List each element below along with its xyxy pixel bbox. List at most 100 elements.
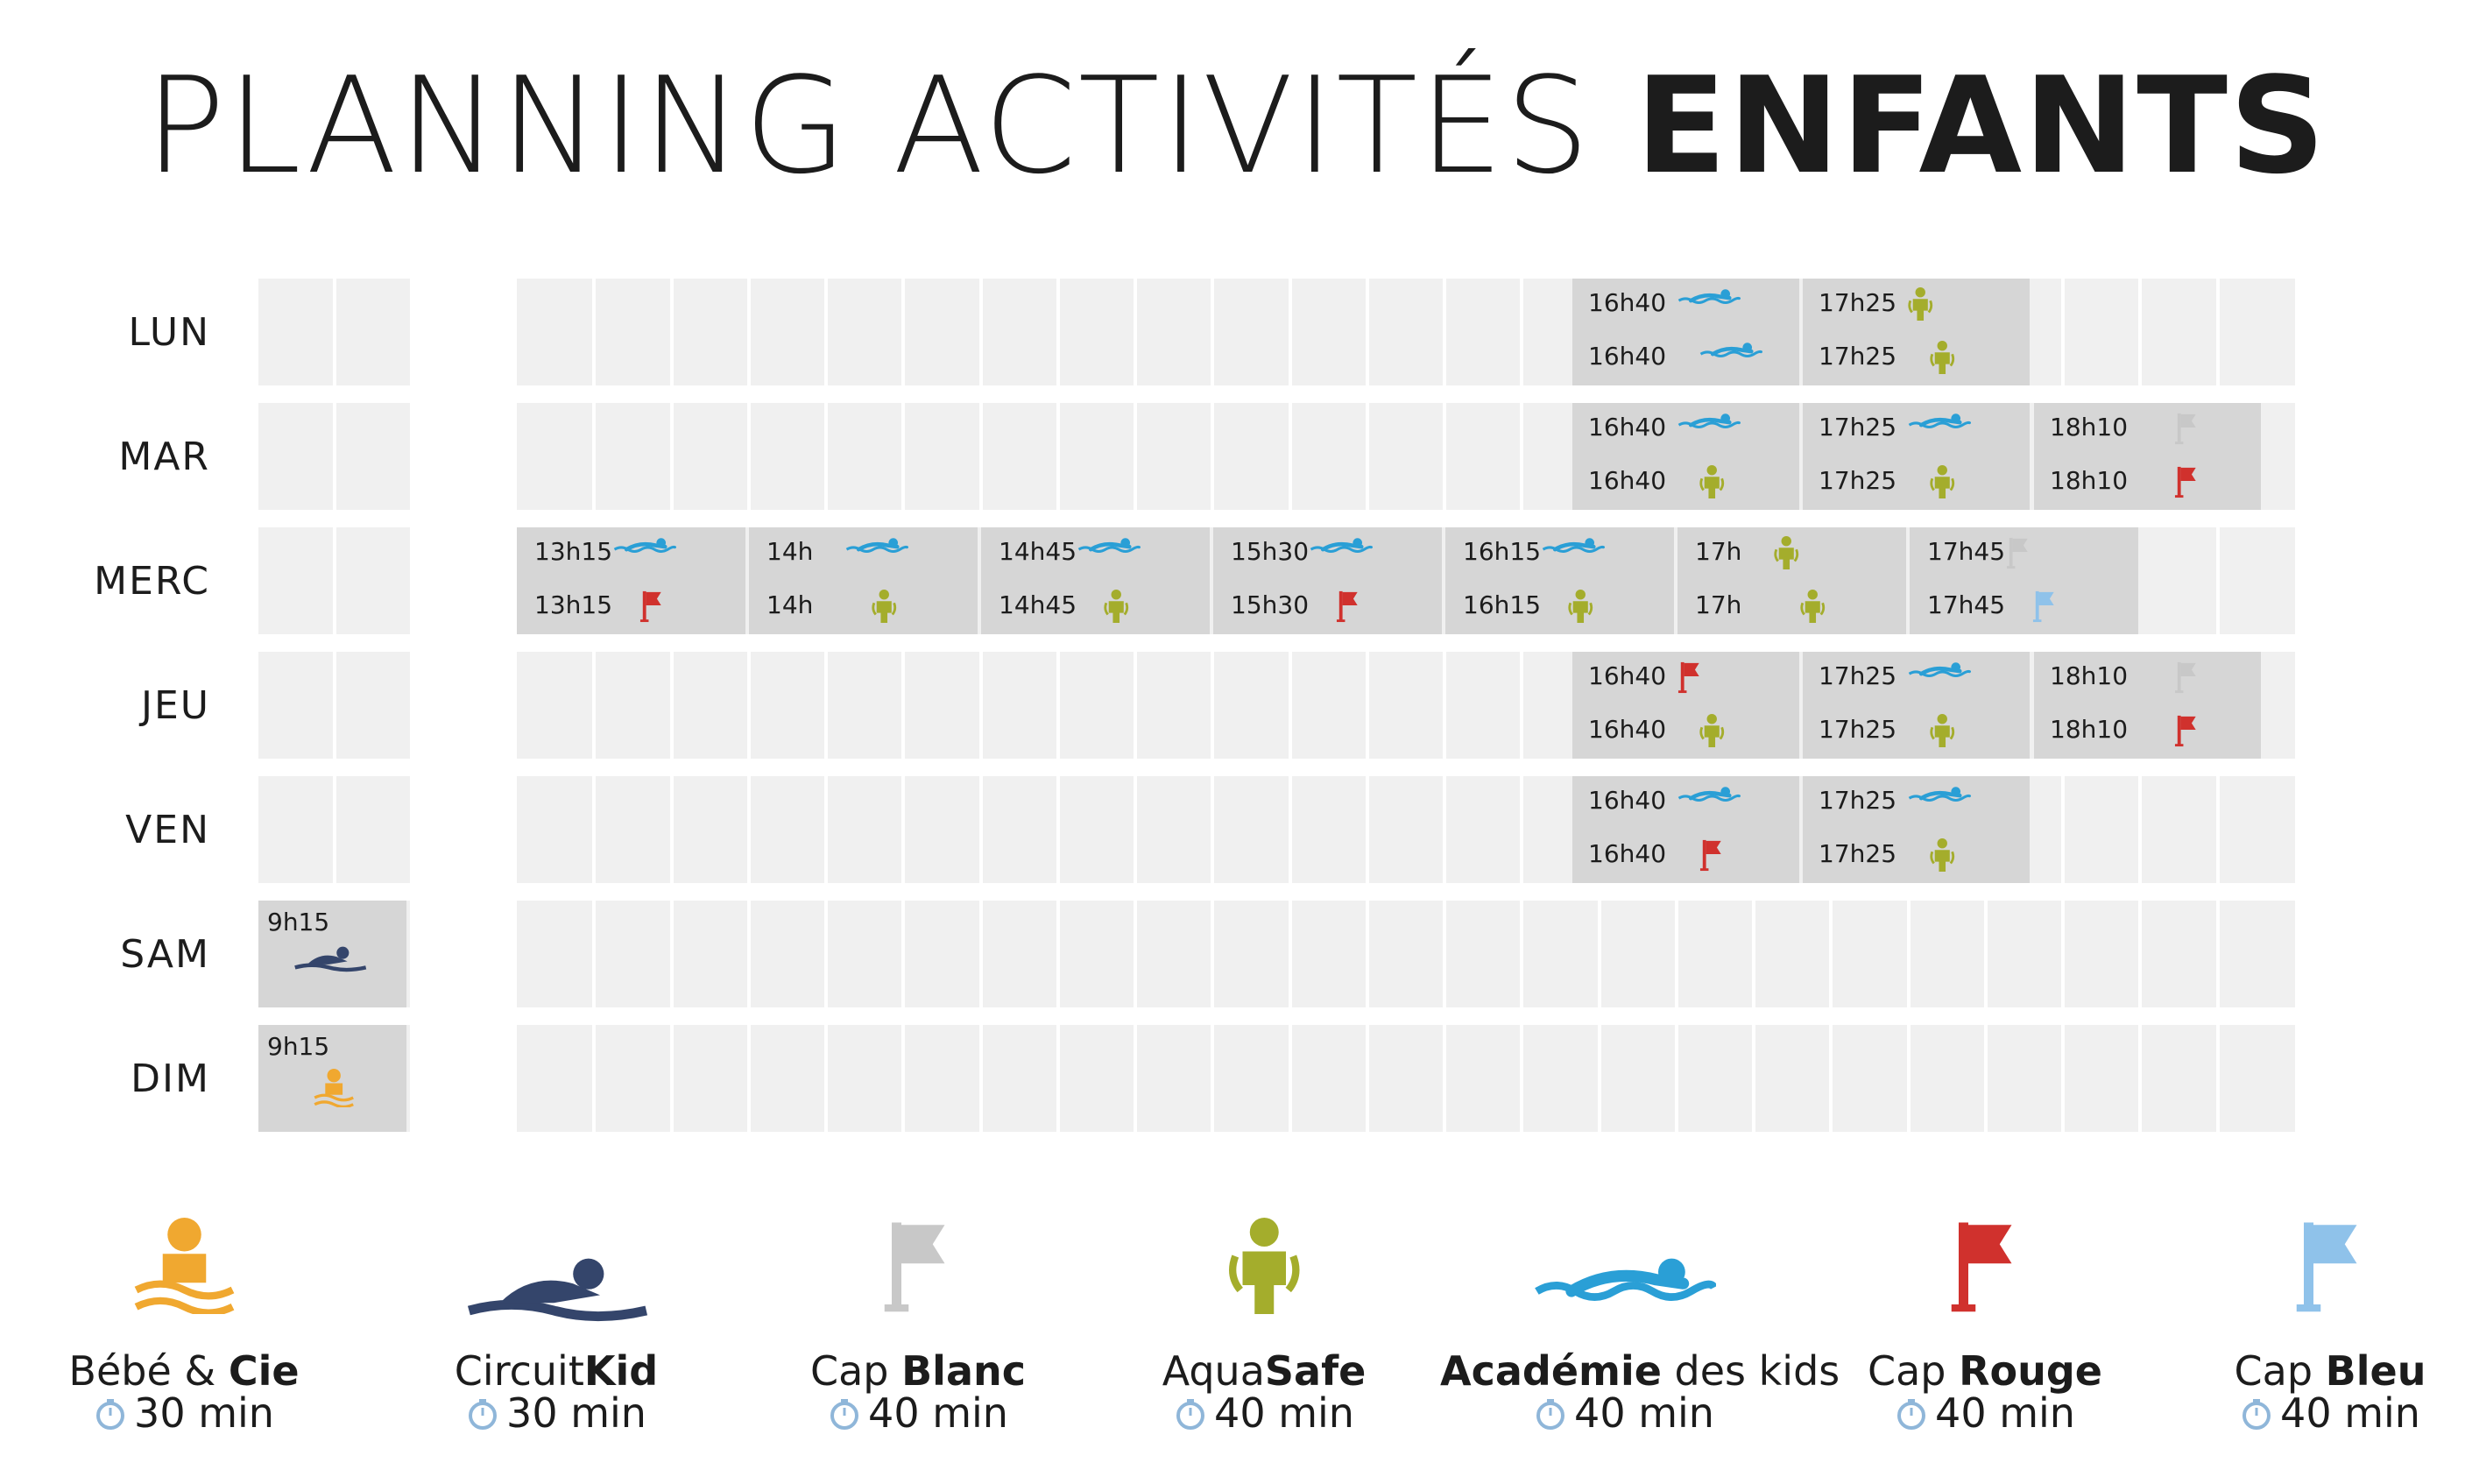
grid-line [901,403,906,510]
session-slot[interactable]: 9h15 [258,1025,410,1132]
legend-flag-icon [1949,1218,2016,1318]
grid-line [592,652,597,759]
session-slot[interactable]: 14h45 [981,527,1213,581]
grid-line [1365,776,1369,883]
session-slot[interactable]: 13h15 [517,527,749,581]
session-slot[interactable]: 17h45 [1910,581,2142,634]
session-slot[interactable]: 9h15 [258,901,410,1007]
grid-line [2061,776,2066,883]
session-time: 18h10 [2050,412,2129,442]
grid-line [1056,1025,1060,1132]
session-slot[interactable]: 16h40 [1572,332,1803,385]
stopwatch-icon [1174,1393,1207,1440]
stopwatch-icon [828,1393,861,1440]
legend-item: Cap Rouge 40 min [1801,1218,2169,1445]
session-slot[interactable]: 16h15 [1445,527,1677,581]
afternoon-grid [517,1025,2295,1132]
grid-line [1829,1025,1833,1132]
grid-line [978,279,983,385]
session-slot[interactable]: 16h40 [1572,705,1803,759]
swimmer-icon [613,536,677,563]
grid-line [592,279,597,385]
session-time: 16h40 [1588,785,1667,815]
swimmer-icon [1699,341,1763,368]
grid-line [332,652,336,759]
session-slot[interactable]: 17h [1677,527,1910,581]
session-slot[interactable]: 17h25 [1803,456,2033,510]
legend-duration: 30 min [0,1389,368,1440]
session-slot[interactable]: 16h40 [1572,279,1803,332]
legend-name-bold: Safe [1264,1347,1367,1395]
grid-line [746,652,751,759]
session-slot[interactable]: 17h25 [1803,652,2033,705]
session-slot[interactable]: 17h25 [1803,776,2033,830]
swimmer-icon [845,536,909,563]
person-icon [1699,464,1725,502]
session-time: 17h25 [1819,341,1897,371]
session-time: 17h25 [1819,661,1897,690]
session-slot[interactable]: 17h [1677,581,1910,634]
session-time: 17h25 [1819,287,1897,317]
grid-line [2215,279,2220,385]
person-icon [1930,713,1955,751]
grid-line [901,1025,906,1132]
session-slot[interactable]: 16h40 [1572,830,1803,883]
session-slot[interactable]: 18h10 [2034,456,2264,510]
session-slot[interactable]: 17h25 [1803,403,2033,456]
session-slot[interactable]: 15h30 [1213,581,1445,634]
day-label-sam: SAM [120,932,210,977]
grid-line [1134,901,1138,1007]
session-slot[interactable]: 16h15 [1445,581,1677,634]
grid-line [1134,776,1138,883]
grid-line [1520,1025,1524,1132]
person-icon [1930,837,1955,875]
session-slot[interactable]: 14h45 [981,581,1213,634]
session-slot[interactable]: 13h15 [517,581,749,634]
session-slot[interactable]: 14h [749,527,981,581]
day-label-ven: VEN [125,808,210,852]
baby-icon [313,1069,355,1111]
legend-flag-icon [882,1218,950,1318]
flag-icon [1677,661,1701,697]
session-time: 16h40 [1588,341,1667,371]
grid-line [1211,1025,1215,1132]
grid-line [1211,652,1215,759]
session-slot[interactable]: 18h10 [2034,705,2264,759]
session-time: 16h40 [1588,412,1667,442]
swimmer-icon [1077,536,1141,563]
session-time: 13h15 [534,590,613,619]
grid-line [1443,279,1447,385]
session-time: 9h15 [267,1032,330,1061]
session-slot[interactable]: 16h40 [1572,776,1803,830]
grid-line [1597,1025,1601,1132]
session-slot[interactable]: 16h40 [1572,652,1803,705]
legend-duration-text: 30 min [134,1389,274,1437]
session-slot[interactable]: 17h25 [1803,705,2033,759]
session-time: 13h15 [534,536,613,566]
legend-name: Cap Blanc [734,1347,1102,1395]
session-slot[interactable]: 15h30 [1213,527,1445,581]
grid-line [1056,279,1060,385]
session-slot[interactable]: 14h [749,581,981,634]
grid-line [901,901,906,1007]
flag-icon [2006,536,2030,573]
grid-line [901,652,906,759]
grid-line [1365,1025,1369,1132]
session-slot[interactable]: 17h25 [1803,279,2033,332]
session-slot[interactable]: 17h25 [1803,332,2033,385]
session-slot[interactable]: 18h10 [2034,652,2264,705]
session-time: 17h25 [1819,714,1897,744]
legend-duration-text: 30 min [506,1389,646,1437]
session-time: 16h40 [1588,287,1667,317]
session-slot[interactable]: 16h40 [1572,403,1803,456]
session-slot[interactable]: 17h45 [1910,527,2142,581]
session-slot[interactable]: 16h40 [1572,456,1803,510]
grid-line [901,279,906,385]
session-time: 17h45 [1927,590,2006,619]
session-slot[interactable]: 17h25 [1803,830,2033,883]
grid-line [978,776,983,883]
session-time: 17h [1695,536,1742,566]
person-icon [1699,713,1725,751]
session-slot[interactable]: 18h10 [2034,403,2264,456]
grid-line [2215,527,2220,634]
